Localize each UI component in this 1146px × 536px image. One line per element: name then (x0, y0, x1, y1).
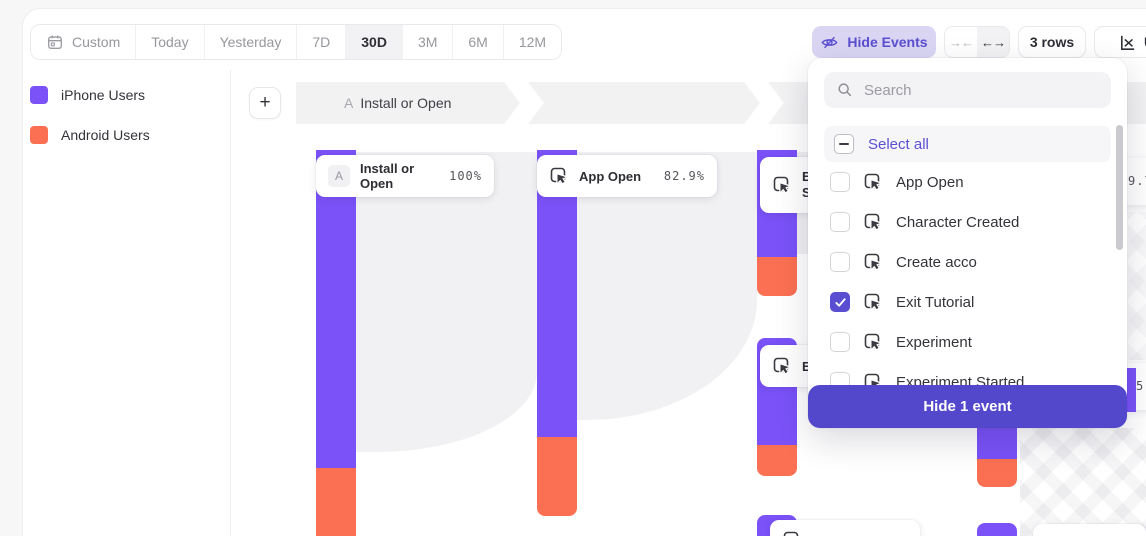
date-range-selector: Custom Today Yesterday 7D 30D 3M 6M 12M (30, 24, 563, 60)
dropdown-scrollbar[interactable] (1116, 125, 1123, 250)
checkbox[interactable] (830, 212, 850, 232)
date-range-3m[interactable]: 3M (401, 25, 453, 59)
arrows-in-icon: →← (949, 34, 974, 50)
search-input[interactable] (864, 81, 1099, 99)
click-event-icon (772, 356, 792, 376)
step-card-label: App Open (579, 168, 642, 184)
step-card-percent: 100% (449, 169, 482, 183)
checkbox[interactable] (830, 172, 850, 192)
search-icon (838, 83, 852, 97)
calendar-icon (48, 35, 62, 49)
step-card-truncated-4[interactable] (1033, 524, 1146, 536)
bar-step1-iphone[interactable] (316, 150, 356, 468)
rows-count-button[interactable]: 3 rows (1018, 26, 1086, 58)
bar-step4b-android[interactable] (977, 459, 1017, 487)
eye-off-icon (821, 36, 838, 48)
event-option-label: Experiment (896, 333, 972, 351)
event-option-app-open[interactable]: App Open (824, 162, 1111, 202)
autocapture-badge-icon: A (328, 165, 350, 187)
date-range-yesterday[interactable]: Yesterday (203, 25, 297, 59)
date-range-custom[interactable]: Custom (31, 25, 136, 59)
legend-item-android[interactable]: Android Users (30, 126, 150, 144)
event-option-create-acco[interactable]: Create acco (824, 242, 1111, 282)
checkbox[interactable] (830, 332, 850, 352)
date-range-6m[interactable]: 6M (452, 25, 503, 59)
click-event-icon (782, 530, 802, 536)
legend-item-iphone[interactable]: iPhone Users (30, 86, 145, 104)
arrows-out-icon: ←→ (981, 34, 1006, 50)
bar-step1-android[interactable] (316, 468, 356, 536)
check-icon (834, 297, 846, 307)
select-all-label: Select all (868, 135, 929, 153)
funnel-step-header-1[interactable]: A Install or Open (296, 82, 520, 124)
step-card-percent: 9.7% (1128, 174, 1146, 188)
event-option-exit-tutorial[interactable]: Exit Tutorial (824, 282, 1111, 322)
bar-step3b-android[interactable] (757, 445, 797, 476)
event-search[interactable] (824, 72, 1111, 108)
expand-columns-button[interactable]: ←→ (977, 27, 1009, 57)
date-range-today[interactable]: Today (135, 25, 204, 59)
step-card-label: Install or Open (360, 161, 415, 191)
step-card-percent: 82.9% (663, 169, 705, 183)
date-range-12m[interactable]: 12M (502, 25, 562, 59)
legend-label: Android Users (61, 127, 150, 143)
click-event-icon (863, 212, 883, 232)
step-card-install-or-open[interactable]: A Install or Open 100% (316, 155, 494, 197)
event-option-label: Exit Tutorial (896, 293, 975, 311)
date-range-7d[interactable]: 7D (296, 25, 346, 59)
bar-step4c-iphone[interactable] (977, 523, 1017, 536)
click-event-icon (549, 166, 569, 186)
chart-options-label: U (1144, 34, 1146, 50)
dropoff-hatch-pattern (1128, 212, 1146, 360)
panel-divider (230, 70, 231, 536)
android-users-swatch (30, 126, 48, 144)
click-event-icon (772, 175, 792, 195)
column-width-toggle: →← ←→ (944, 26, 1010, 58)
checkbox-checked[interactable] (830, 292, 850, 312)
event-option-label: Character Created (896, 213, 1020, 231)
hide-events-dropdown: Select all App Open Character Created Cr… (808, 58, 1127, 428)
bar-step2-iphone[interactable] (537, 150, 577, 437)
collapse-columns-button[interactable]: →← (945, 27, 977, 57)
bar-step5-iphone[interactable] (1127, 368, 1136, 412)
select-all-row[interactable]: Select all (824, 126, 1111, 162)
date-range-30d-active[interactable]: 30D (345, 25, 402, 59)
step-prefix: A (344, 95, 354, 111)
chart-options-button[interactable]: U (1094, 26, 1146, 58)
step-card-percent: 5.7% (1136, 379, 1146, 393)
hide-events-button[interactable]: Hide Events (812, 26, 936, 58)
click-event-icon (863, 332, 883, 352)
event-option-character-created[interactable]: Character Created (824, 202, 1111, 242)
step-card-label: E (802, 358, 811, 374)
checkbox[interactable] (830, 252, 850, 272)
dropoff-hatch-pattern (1020, 428, 1146, 536)
date-range-label: Custom (72, 34, 121, 50)
click-event-icon (863, 172, 883, 192)
chart-axis-icon (1120, 35, 1135, 50)
iphone-users-swatch (30, 86, 48, 104)
select-all-checkbox[interactable] (834, 134, 854, 154)
event-option-experiment[interactable]: Experiment (824, 322, 1111, 362)
event-option-label: App Open (896, 173, 964, 191)
funnel-step-header-2[interactable] (528, 82, 760, 124)
add-step-button[interactable]: + (249, 87, 281, 119)
step-card-truncated-3[interactable] (770, 520, 920, 536)
event-option-label: Create acco (896, 253, 977, 271)
click-event-icon (863, 292, 883, 312)
legend-label: iPhone Users (61, 87, 146, 103)
step-card-app-open[interactable]: App Open 82.9% (537, 155, 717, 197)
hide-events-label: Hide Events (847, 34, 928, 50)
bar-step3a-android[interactable] (757, 257, 797, 296)
bar-step2-android[interactable] (537, 437, 577, 516)
funnel-flow-ribbon (356, 152, 537, 452)
plus-icon: + (259, 92, 271, 113)
step-header-label: Install or Open (360, 95, 452, 111)
hide-event-action-button[interactable]: Hide 1 event (808, 385, 1127, 428)
click-event-icon (863, 252, 883, 272)
